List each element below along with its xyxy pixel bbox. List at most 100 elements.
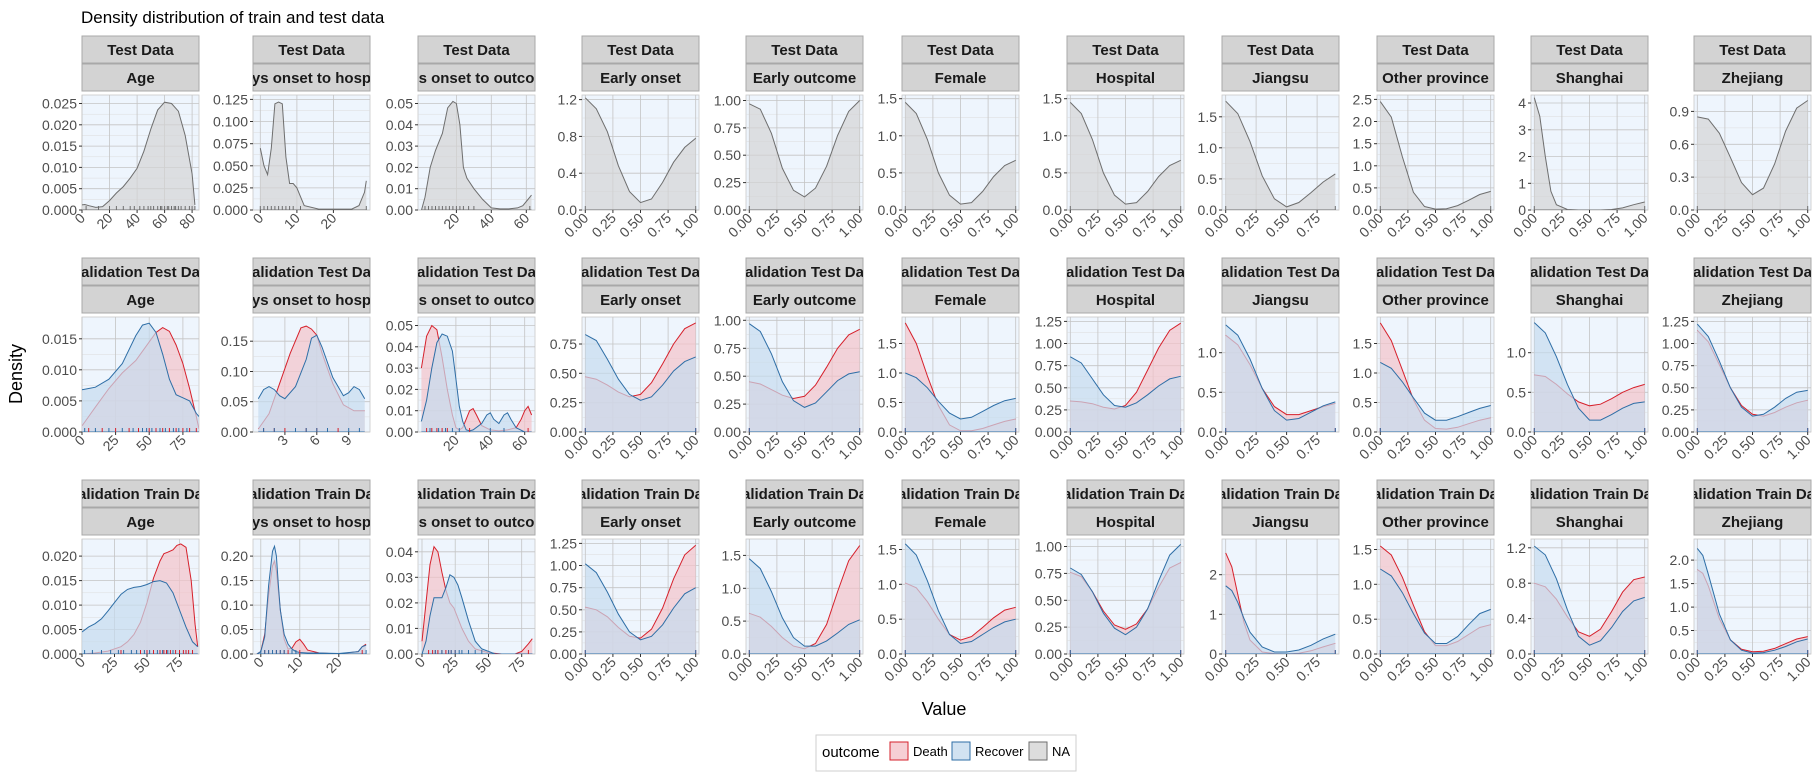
y-tick-label: 0.75: [550, 580, 577, 596]
y-tick-label: 0.4: [558, 165, 578, 181]
y-tick-label: 0.00: [550, 646, 577, 662]
legend-label-na: NA: [1052, 744, 1070, 759]
variable-strip-label: Hospital: [1096, 514, 1155, 531]
y-tick-label: 2.5: [1353, 91, 1373, 107]
y-tick-label: 1.00: [1662, 336, 1689, 352]
density-layer: [1069, 322, 1182, 432]
y-tick-label: 1.0: [1198, 140, 1218, 156]
x-tick-label: 1.00: [1156, 432, 1187, 463]
y-tick-label: 0.00: [221, 646, 248, 662]
y-tick-label: 0.10: [221, 597, 248, 613]
dataset-strip-box: [901, 479, 1020, 508]
x-tick-label: 0.75: [1593, 432, 1624, 463]
y-tick-label: 0.0: [1198, 424, 1218, 440]
y-tick-label: 0.0: [1353, 646, 1373, 662]
variable-strip-label: Jiangsu: [1252, 70, 1309, 87]
x-tick-label: 1.00: [991, 210, 1022, 241]
y-tick-label: 1.5: [878, 542, 898, 558]
y-tick-label: 0.0: [1670, 202, 1690, 218]
density-line-na: [1697, 100, 1808, 196]
y-tick-label: 1.5: [1353, 542, 1373, 558]
y-axis-title: Density: [6, 344, 26, 404]
dataset-strip-label: alidation Train Da: [1063, 486, 1189, 503]
facet-panel: alidation Test Da s onset to outco 0.00 0.0…: [386, 257, 537, 454]
density-area-recover: [905, 373, 1016, 432]
y-tick-label: 0.01: [386, 403, 413, 419]
variable-strip-label: s onset to outco: [419, 292, 535, 309]
variable-strip-label: Early onset: [600, 292, 681, 309]
y-tick-label: 0.05: [221, 622, 248, 638]
x-tick-label: 0.00: [1201, 654, 1232, 685]
density-area-recover: [749, 558, 860, 654]
y-tick-label: 0.100: [213, 114, 248, 130]
variable-strip-label: Zhejiang: [1722, 292, 1784, 309]
variable-strip-box: [252, 507, 371, 536]
variable-strip-label: Other province: [1382, 292, 1489, 309]
dataset-strip-label: Test Data: [107, 42, 174, 59]
y-tick-label: 0.50: [714, 368, 741, 384]
dataset-strip-box: [1376, 35, 1495, 64]
dataset-strip-box: [1066, 257, 1185, 286]
x-axis-title: Value: [922, 699, 967, 719]
x-tick-label: 0.25: [1383, 210, 1414, 241]
y-tick-label: 0.5: [1043, 165, 1063, 181]
x-tick-label: 50: [472, 654, 494, 676]
x-tick-label: 1.00: [1620, 654, 1651, 685]
y-tick-label: 1.5: [722, 547, 742, 563]
x-tick-label: 0.75: [1439, 210, 1470, 241]
variable-strip-label: Early outcome: [753, 514, 856, 531]
y-tick-label: 0.5: [1353, 611, 1373, 627]
dataset-strip-box: [581, 257, 700, 286]
variable-strip-label: Hospital: [1096, 70, 1155, 87]
x-tick-label: 0.25: [1073, 432, 1104, 463]
facet-panel: alidation Train Da Shanghai 0.0 0.4 0.8 1.2 0.…: [1507, 479, 1651, 685]
y-tick-label: 0.50: [1035, 380, 1062, 396]
dataset-strip-box: [745, 479, 864, 508]
x-tick-label: 0.50: [616, 210, 647, 241]
variable-strip-box: [1221, 285, 1340, 314]
y-tick-label: 0.5: [1507, 384, 1527, 400]
variable-strip-label: ys onset to hosp: [252, 514, 371, 531]
density-line-recover: [585, 334, 696, 401]
facet-panel: alidation Test DaHospital0.000.250.500.7…: [1035, 257, 1187, 463]
density-area-recover: [1070, 544, 1181, 654]
density-layer: [421, 545, 533, 654]
x-tick-label: 50: [131, 654, 153, 676]
x-tick-label: 0.75: [1756, 654, 1787, 685]
dataset-strip-label: alidation Test Da: [901, 264, 1021, 281]
facet-panel: Test Data Other province 0.0 0.5 1.0 1.5 2.0 2.…: [1353, 35, 1497, 241]
x-tick-label: 1.00: [1466, 654, 1497, 685]
y-tick-label: 0.015: [42, 331, 77, 347]
x-tick-label: 0.25: [1073, 210, 1104, 241]
x-tick-label: 0.75: [1293, 210, 1324, 241]
variable-strip-label: Jiangsu: [1252, 292, 1309, 309]
x-tick-label: 20: [317, 210, 339, 232]
variable-strip-label: ys onset to hosp: [252, 70, 371, 87]
y-tick-label: 0.04: [386, 544, 413, 560]
legend-title: outcome: [822, 744, 880, 761]
x-tick-label: 1.00: [991, 432, 1022, 463]
x-tick-label: 0.75: [644, 210, 675, 241]
y-tick-label: 0.01: [386, 620, 413, 636]
facet-panel: Test Data ys onset to hosp 0.000 0.025 0.050…: [213, 35, 371, 232]
y-tick-label: 0.04: [386, 339, 413, 355]
y-tick-label: 0.0: [1198, 202, 1218, 218]
x-tick-label: 0.25: [908, 210, 939, 241]
dataset-strip-label: alidation Test Da: [417, 264, 537, 281]
variable-strip-label: Female: [935, 70, 987, 87]
y-tick-label: 4: [1518, 95, 1526, 111]
y-tick-label: 1.0: [1507, 345, 1527, 361]
dataset-strip-box: [252, 257, 371, 286]
y-tick-label: 0.025: [42, 96, 77, 112]
facet-panel: Test DataHospital0.00.51.01.50.000.250.5…: [1043, 35, 1187, 241]
variable-strip-box: [1066, 63, 1185, 92]
density-layer: [1696, 323, 1809, 432]
x-tick-label: 0.25: [1232, 432, 1263, 463]
x-tick-label: 0.25: [1383, 432, 1414, 463]
facet-panel: alidation Train DaHospital0.000.250.500.…: [1035, 479, 1189, 684]
x-tick-label: 0.50: [1101, 210, 1132, 241]
x-tick-label: 0.50: [616, 654, 647, 685]
x-tick-label: 0.25: [752, 432, 783, 463]
y-tick-label: 0.0: [1507, 646, 1527, 662]
dataset-strip-label: alidation Test Da: [1221, 264, 1341, 281]
